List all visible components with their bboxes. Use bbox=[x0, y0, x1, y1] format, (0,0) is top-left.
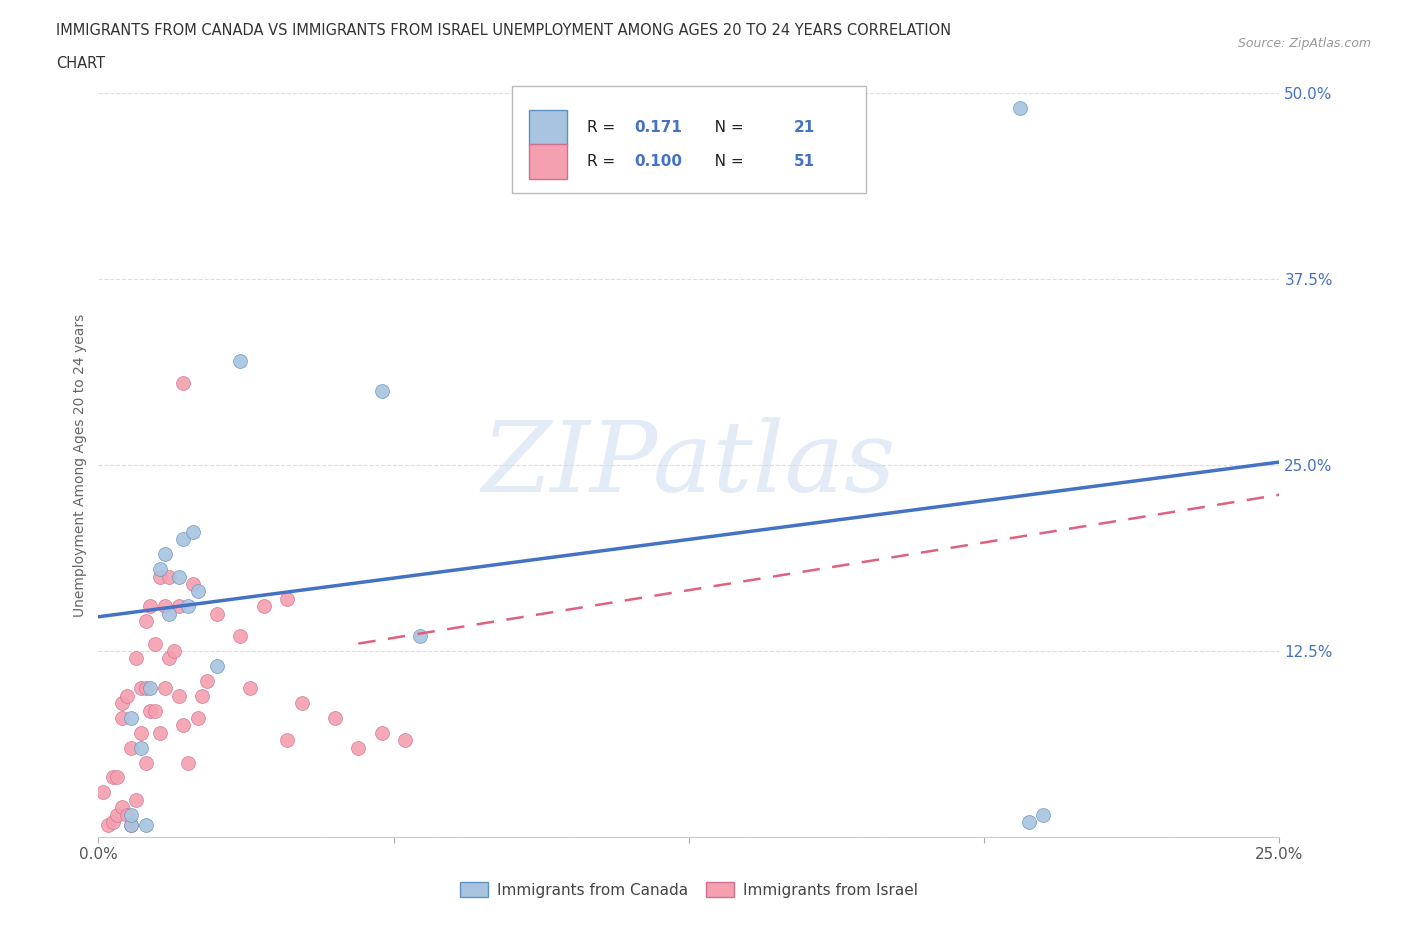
Point bbox=[394, 733, 416, 748]
Text: Source: ZipAtlas.com: Source: ZipAtlas.com bbox=[1237, 37, 1371, 50]
Legend: Immigrants from Canada, Immigrants from Israel: Immigrants from Canada, Immigrants from … bbox=[454, 875, 924, 904]
Text: 0.100: 0.100 bbox=[634, 154, 682, 169]
Text: ZIPatlas: ZIPatlas bbox=[482, 418, 896, 512]
Point bbox=[135, 681, 157, 696]
Point bbox=[143, 703, 166, 718]
Point bbox=[177, 599, 200, 614]
Text: 21: 21 bbox=[794, 120, 815, 135]
Point bbox=[157, 569, 180, 584]
Text: R =: R = bbox=[588, 120, 620, 135]
Point bbox=[111, 696, 134, 711]
Point bbox=[129, 740, 152, 755]
Text: IMMIGRANTS FROM CANADA VS IMMIGRANTS FROM ISRAEL UNEMPLOYMENT AMONG AGES 20 TO 2: IMMIGRANTS FROM CANADA VS IMMIGRANTS FRO… bbox=[56, 23, 952, 38]
Point bbox=[181, 577, 204, 591]
Point bbox=[157, 606, 180, 621]
Point bbox=[121, 740, 143, 755]
Point bbox=[121, 807, 143, 822]
Point bbox=[195, 673, 218, 688]
Point bbox=[172, 532, 194, 547]
Point bbox=[125, 792, 148, 807]
Point bbox=[347, 740, 370, 755]
Point bbox=[149, 562, 172, 577]
Text: N =: N = bbox=[700, 154, 748, 169]
Point bbox=[167, 599, 190, 614]
Point bbox=[187, 584, 209, 599]
Point bbox=[239, 681, 262, 696]
Point bbox=[163, 644, 186, 658]
FancyBboxPatch shape bbox=[530, 110, 567, 145]
Point bbox=[121, 817, 143, 832]
Text: 0.171: 0.171 bbox=[634, 120, 682, 135]
Point bbox=[149, 569, 172, 584]
Point bbox=[153, 599, 176, 614]
Point bbox=[135, 614, 157, 629]
Point bbox=[205, 658, 228, 673]
Point bbox=[135, 755, 157, 770]
Text: CHART: CHART bbox=[56, 56, 105, 71]
Point bbox=[101, 770, 124, 785]
Point bbox=[143, 636, 166, 651]
Point bbox=[111, 711, 134, 725]
Point bbox=[101, 815, 124, 830]
Point bbox=[167, 688, 190, 703]
Point bbox=[105, 807, 128, 822]
Text: R =: R = bbox=[588, 154, 620, 169]
Point bbox=[115, 688, 138, 703]
Point bbox=[149, 725, 172, 740]
Point bbox=[167, 569, 190, 584]
Point bbox=[408, 629, 430, 644]
Point bbox=[91, 785, 114, 800]
Point bbox=[135, 817, 157, 832]
Point bbox=[276, 591, 298, 606]
Point bbox=[371, 383, 394, 398]
Point bbox=[139, 703, 162, 718]
Point bbox=[121, 817, 143, 832]
Point bbox=[253, 599, 276, 614]
Point bbox=[121, 711, 143, 725]
Point bbox=[323, 711, 346, 725]
Point bbox=[153, 547, 176, 562]
Point bbox=[290, 696, 312, 711]
Point bbox=[129, 681, 152, 696]
Point bbox=[205, 606, 228, 621]
Point bbox=[157, 651, 180, 666]
Point bbox=[111, 800, 134, 815]
Point bbox=[187, 711, 209, 725]
Point bbox=[229, 353, 252, 368]
Point bbox=[129, 725, 152, 740]
FancyBboxPatch shape bbox=[512, 86, 866, 193]
Point bbox=[105, 770, 128, 785]
Point bbox=[1008, 100, 1031, 115]
Point bbox=[177, 755, 200, 770]
Text: 51: 51 bbox=[794, 154, 815, 169]
Point bbox=[172, 376, 194, 391]
Point bbox=[229, 629, 252, 644]
Text: N =: N = bbox=[700, 120, 748, 135]
Point bbox=[153, 681, 176, 696]
Point bbox=[139, 681, 162, 696]
Point bbox=[181, 525, 204, 539]
Point bbox=[1032, 807, 1054, 822]
FancyBboxPatch shape bbox=[530, 144, 567, 179]
Point bbox=[1018, 815, 1040, 830]
Y-axis label: Unemployment Among Ages 20 to 24 years: Unemployment Among Ages 20 to 24 years bbox=[73, 313, 87, 617]
Point bbox=[125, 651, 148, 666]
Point bbox=[97, 817, 120, 832]
Point bbox=[191, 688, 214, 703]
Point bbox=[276, 733, 298, 748]
Point bbox=[139, 599, 162, 614]
Point bbox=[115, 807, 138, 822]
Point bbox=[371, 725, 394, 740]
Point bbox=[172, 718, 194, 733]
